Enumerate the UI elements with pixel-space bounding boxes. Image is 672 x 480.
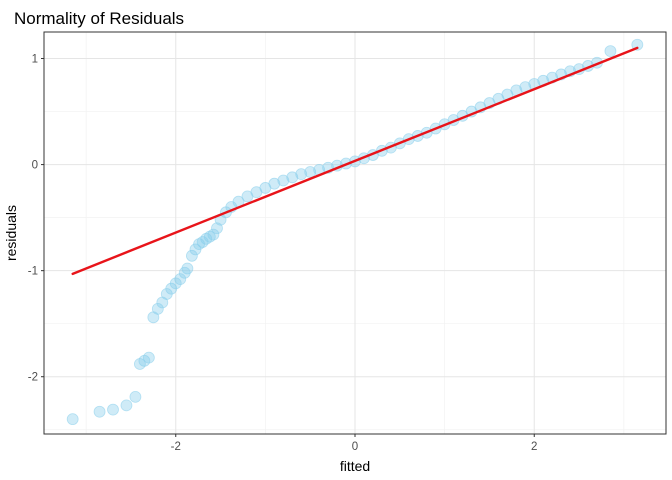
data-point [129,390,142,403]
y-tick-label: 1 [32,54,38,66]
data-point [268,177,281,190]
x-tick-label: 0 [352,441,358,453]
data-point [120,399,133,412]
data-point [174,273,187,286]
data-point [185,249,198,262]
x-tick-label: 2 [531,441,537,453]
data-point [304,166,317,178]
data-point [151,302,164,315]
y-tick-label: 0 [32,160,38,172]
data-point [169,277,182,290]
data-point [181,262,194,275]
y-axis-title: residuals [3,205,19,261]
data-point [286,171,299,184]
data-point [107,403,119,416]
data-point [207,228,220,241]
data-point [604,45,617,57]
data-point [277,174,290,187]
data-point [66,413,79,426]
x-axis: -2 0 2 [171,434,537,453]
data-points [66,38,644,426]
y-tick-label: -1 [28,266,38,278]
data-point [295,168,308,181]
data-point [142,351,155,364]
x-axis-title: fitted [340,458,370,474]
reference-line [71,46,639,276]
data-point [93,405,106,418]
y-axis: -2 -1 0 1 [28,54,44,384]
data-point [631,38,644,51]
chart-title: Normality of Residuals [14,9,184,28]
reference-line-group [71,46,639,276]
data-point [203,230,216,243]
y-tick-label: -2 [28,372,38,384]
data-point [200,232,213,245]
grid [44,32,666,434]
x-tick-label: -2 [171,441,181,453]
